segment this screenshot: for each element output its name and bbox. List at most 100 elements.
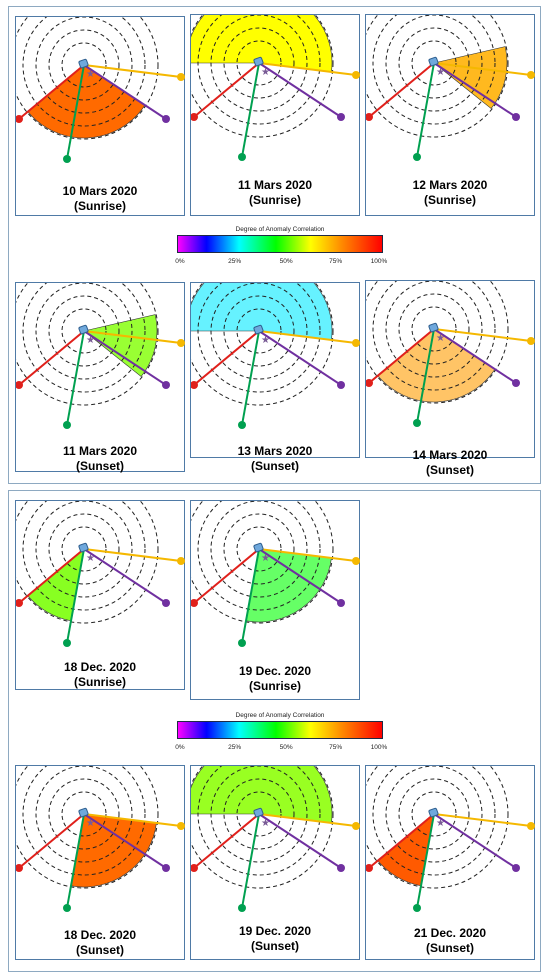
panel-time-of-day: (Sunrise) — [248, 679, 301, 693]
yellow-ray — [83, 548, 182, 562]
polar-panel: ★ — [190, 500, 360, 700]
green-ray-marker — [238, 639, 246, 647]
panel-date-label: 21 Dec. 2020 (Sunset) — [365, 926, 535, 956]
star-icon: ★ — [436, 333, 445, 344]
range-ring — [35, 501, 133, 598]
station-icon — [253, 56, 264, 67]
colorbar-gradient — [177, 235, 383, 253]
panel-date-label: 11 Mars 2020 (Sunrise) — [190, 178, 360, 208]
yellow-ray — [258, 62, 357, 76]
range-ring — [16, 283, 159, 406]
green-ray — [66, 548, 85, 644]
range-ring — [35, 17, 133, 114]
yellow-ray — [433, 328, 532, 342]
yellow-ray — [258, 330, 357, 344]
range-ring — [210, 15, 308, 112]
green-ray — [416, 62, 435, 158]
colorbar-tick: 50% — [279, 258, 293, 265]
green-ray — [66, 813, 85, 909]
station-icon — [78, 807, 89, 818]
yellow-ray-marker — [527, 337, 535, 345]
star-icon: ★ — [261, 818, 270, 829]
panel-time-of-day: (Sunrise) — [423, 193, 476, 207]
range-ring — [16, 501, 159, 624]
yellow-ray — [83, 330, 182, 344]
panel-time-of-day: (Sunset) — [426, 941, 474, 955]
red-ray — [18, 813, 85, 869]
yellow-ray-marker — [527, 71, 535, 79]
panel-date: 12 Mars 2020 — [412, 178, 488, 192]
station-icon — [428, 56, 439, 67]
range-ring — [191, 501, 334, 624]
red-ray-marker — [366, 113, 373, 121]
yellow-ray — [258, 548, 357, 562]
station-icon — [78, 324, 89, 335]
panel-date: 19 Dec. 2020 — [238, 664, 312, 678]
range-ring — [372, 766, 496, 876]
star-icon: ★ — [261, 553, 270, 564]
star-icon: ★ — [261, 67, 270, 78]
panel-time-of-day: (Sunrise) — [73, 675, 126, 689]
polar-diagram: ★ — [16, 766, 185, 912]
panel-time-of-day: (Sunset) — [426, 463, 474, 477]
range-ring — [197, 766, 321, 876]
polar-diagram: ★ — [191, 766, 360, 912]
purple-ray-marker — [162, 864, 170, 872]
range-ring — [236, 526, 282, 572]
green-ray-marker — [63, 904, 71, 912]
star-icon: ★ — [86, 335, 95, 346]
purple-ray — [258, 330, 342, 386]
red-ray — [18, 548, 85, 604]
station-icon — [78, 542, 89, 553]
range-ring — [411, 306, 457, 352]
polar-panel: ★ — [190, 765, 360, 960]
range-ring — [366, 766, 509, 889]
red-ray — [368, 328, 435, 384]
red-ray — [193, 548, 260, 604]
colorbar-tick: 50% — [279, 744, 293, 751]
range-ring — [61, 308, 107, 354]
anomaly-sector — [191, 15, 333, 73]
yellow-ray-marker — [352, 71, 360, 79]
purple-ray — [83, 813, 167, 869]
polar-diagram: ★ — [16, 501, 185, 647]
anomaly-sector — [27, 548, 85, 622]
star-icon: ★ — [86, 553, 95, 564]
range-ring — [398, 27, 470, 99]
red-ray — [18, 64, 85, 120]
red-ray-marker — [191, 599, 198, 607]
range-ring — [385, 15, 483, 112]
green-ray-marker — [63, 421, 71, 429]
star-icon: ★ — [436, 67, 445, 78]
red-ray — [193, 330, 260, 386]
polar-panel: ★ — [15, 16, 185, 216]
red-ray-marker — [191, 113, 198, 121]
purple-ray — [83, 330, 167, 386]
purple-ray-marker — [337, 113, 345, 121]
range-ring — [22, 17, 146, 127]
yellow-ray — [433, 813, 532, 827]
range-ring — [236, 40, 282, 86]
colorbar-tick: 100% — [370, 258, 388, 265]
panel-time-of-day: (Sunrise) — [73, 199, 126, 213]
polar-diagram: ★ — [366, 281, 535, 427]
anomaly-sector — [433, 46, 508, 109]
purple-ray-marker — [337, 864, 345, 872]
anomaly-sector — [191, 283, 333, 341]
station-icon — [253, 324, 264, 335]
panel-date-label: 19 Dec. 2020 (Sunrise) — [190, 664, 360, 694]
red-ray — [193, 62, 260, 118]
red-ray — [368, 62, 435, 118]
range-ring — [16, 766, 159, 889]
colorbar-title: Degree of Anomaly Correlation — [235, 712, 325, 719]
purple-ray — [83, 548, 167, 604]
colorbar-tick: 100% — [370, 744, 388, 751]
polar-diagram: ★ — [366, 15, 535, 161]
colorbar-tick: 0% — [175, 744, 185, 751]
range-ring — [22, 766, 146, 876]
red-ray-marker — [366, 864, 373, 872]
range-ring — [372, 281, 496, 391]
colorbar-tick: 0% — [175, 258, 185, 265]
panel-date-label: 14 Mars 2020 (Sunset) — [365, 448, 535, 478]
range-ring — [398, 293, 470, 365]
